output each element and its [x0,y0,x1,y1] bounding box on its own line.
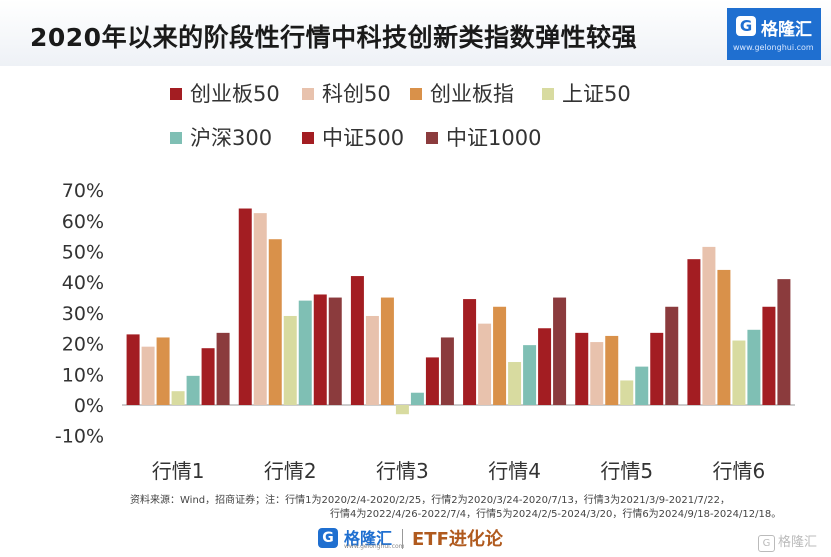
bar [186,375,200,405]
legend-label: 沪深300 [190,126,273,150]
bar [328,297,342,405]
y-tick-label: 10% [62,364,104,386]
bar [395,405,409,415]
bar [425,357,439,405]
legend-label: 创业板指 [430,82,514,106]
bar [380,297,394,405]
legend-swatch [170,88,182,100]
footer-brand-name: 格隆汇 [344,529,393,548]
brand-name: 格隆汇 [761,20,812,40]
bar [635,366,649,405]
legend-label: 中证1000 [446,126,542,150]
bar [762,306,776,405]
bar [605,335,619,405]
watermark-text: 格隆汇 [778,535,818,550]
legend-swatch [302,132,314,144]
source-note: 资料来源：Wind，招商证券；注：行情1为2020/2/4-2020/2/25，… [130,494,820,522]
bar [702,246,716,405]
bar [440,337,454,405]
header-bar: 2020年以来的阶段性行情中科技创新类指数弹性较强 G 格隆汇 www.gelo… [0,0,831,66]
y-tick-label: 40% [62,272,104,294]
bar [523,345,537,405]
bar [298,300,312,405]
y-tick-label: 70% [62,180,104,202]
legend-swatch [542,88,554,100]
legend-swatch [426,132,438,144]
bar [538,328,552,405]
x-category-label: 行情6 [713,459,766,483]
bar [365,315,379,405]
bar [590,342,604,405]
brand-logo: G 格隆汇 www.gelonghui.com [727,8,821,60]
y-tick-label: 0% [74,395,104,417]
brand-url: www.gelonghui.com [733,43,814,52]
y-tick-label: 30% [62,303,104,325]
x-category-label: 行情2 [264,459,317,483]
bar [687,259,701,405]
bar [620,380,634,405]
bar [268,239,282,405]
bar [493,306,507,405]
legend-label: 科创50 [322,82,391,106]
bar [216,332,230,405]
bar [650,332,664,405]
bar [126,334,140,405]
bar [141,346,155,405]
bar [156,337,170,405]
bar [350,276,364,405]
brand-g-icon: G [736,16,756,36]
bar [478,323,492,405]
legend-swatch [410,88,422,100]
bar [665,306,679,405]
legend-swatch [170,132,182,144]
bar [238,208,252,405]
watermark: G 格隆汇 [758,531,817,552]
x-category-label: 行情1 [152,459,205,483]
bar [171,391,185,405]
bar [253,213,267,405]
y-tick-label: -10% [55,426,104,448]
bar [575,332,589,405]
bar [747,329,761,405]
bar [283,315,297,405]
footer-brand-url: www.gelonghui.com [344,543,405,550]
legend-swatch [302,88,314,100]
bar [508,362,522,405]
bar [410,392,424,405]
bar [553,297,567,405]
y-tick-label: 60% [62,211,104,233]
footer-g-icon: G [318,528,338,548]
bar [201,348,215,405]
bar [777,279,791,405]
legend-label: 中证500 [322,126,405,150]
source-note-line2: 行情4为2022/4/26-2022/7/4，行情5为2024/2/5-2024… [330,509,782,520]
watermark-g-icon: G [758,535,775,552]
legend-label: 上证50 [562,82,631,106]
legend-label: 创业板50 [190,82,280,106]
footer-divider [402,529,403,549]
x-category-label: 行情4 [488,459,541,483]
footer-channel-name: ETF进化论 [412,529,503,550]
bar [732,340,746,405]
bar [717,269,731,405]
footer-logo: G 格隆汇 www.gelonghui.com ETF进化论 [318,525,548,551]
x-category-label: 行情3 [376,459,429,483]
chart-title: 2020年以来的阶段性行情中科技创新类指数弹性较强 [30,23,638,52]
y-tick-label: 20% [62,334,104,356]
bar [313,294,327,405]
x-category-label: 行情5 [600,459,653,483]
y-tick-label: 50% [62,242,104,264]
bar [463,299,477,405]
source-note-line1: 资料来源：Wind，招商证券；注：行情1为2020/2/4-2020/2/25，… [130,495,730,506]
